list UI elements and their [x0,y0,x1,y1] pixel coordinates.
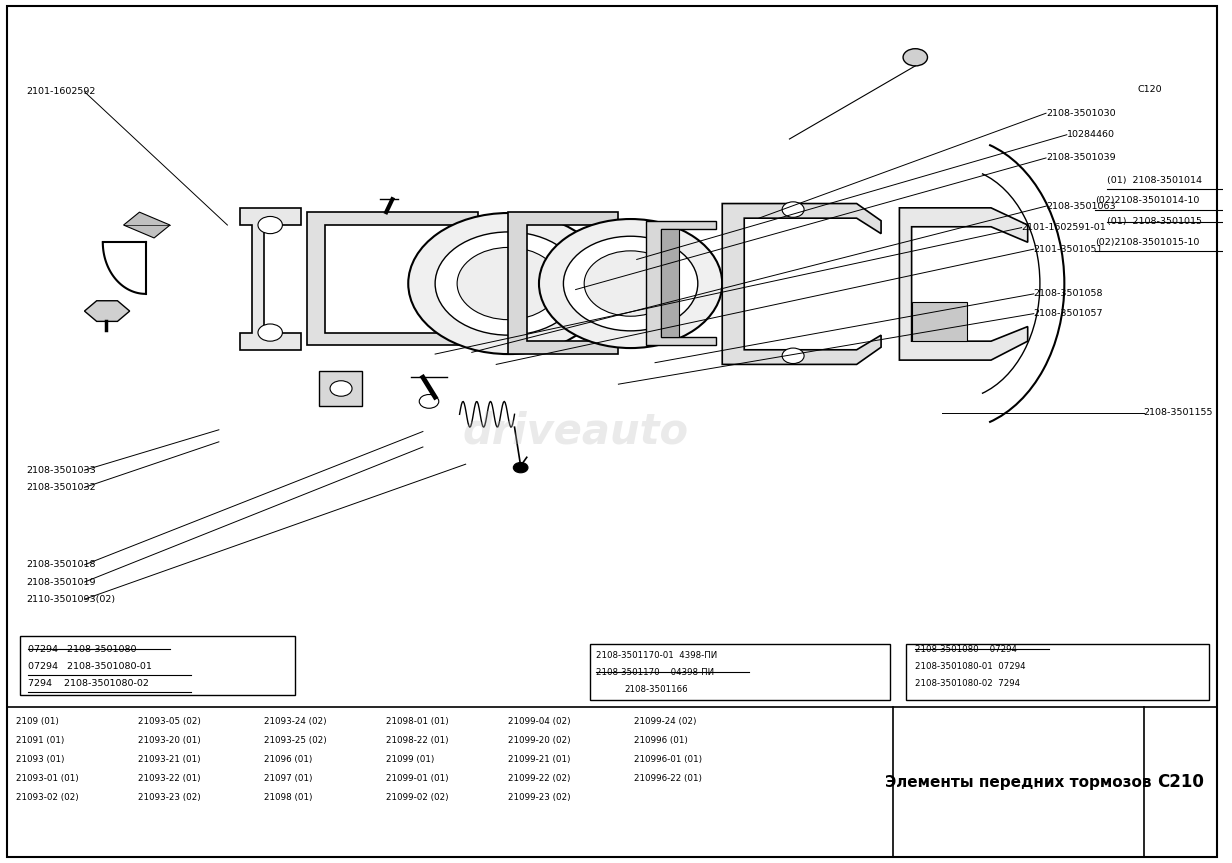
Circle shape [419,394,439,408]
Text: 21099-20 (02): 21099-20 (02) [509,736,572,745]
Text: 07294   2108-3501080: 07294 2108-3501080 [28,645,137,653]
Text: 21099-23 (02): 21099-23 (02) [509,792,572,802]
Text: 21099-04 (02): 21099-04 (02) [509,717,572,726]
Polygon shape [662,230,680,337]
Polygon shape [307,212,478,345]
Text: 2108-3501063: 2108-3501063 [1046,202,1116,211]
Text: 2108-3501080-02  7294: 2108-3501080-02 7294 [915,679,1020,688]
Text: 2108-3501170    04398-ПИ: 2108-3501170 04398-ПИ [596,668,715,677]
Text: 2108-3501080    07294: 2108-3501080 07294 [915,645,1018,653]
Text: 21098-01 (01): 21098-01 (01) [387,717,448,726]
Text: С120: С120 [1137,85,1162,93]
Text: 2108-3501058: 2108-3501058 [1034,289,1104,299]
Text: 21093-02 (02): 21093-02 (02) [16,792,79,802]
Circle shape [782,348,804,363]
Text: 2109 (01): 2109 (01) [16,717,59,726]
Polygon shape [509,212,618,354]
Text: 21093-24 (02): 21093-24 (02) [264,717,326,726]
Text: 21098 (01): 21098 (01) [264,792,313,802]
Bar [906,644,1209,700]
Text: 21093-21 (01): 21093-21 (01) [138,755,201,764]
Bar [20,636,294,695]
Text: 2108-3501033: 2108-3501033 [26,466,96,475]
Text: 2110-3501093(02): 2110-3501093(02) [26,595,115,604]
Circle shape [514,463,529,473]
Text: 2108-3501039: 2108-3501039 [1046,154,1116,162]
Text: 21093-20 (01): 21093-20 (01) [138,736,201,745]
Circle shape [257,217,282,234]
Text: 21093-23 (02): 21093-23 (02) [138,792,201,802]
Text: (01)  2108-3501014: (01) 2108-3501014 [1108,176,1202,185]
Text: 21099 (01): 21099 (01) [387,755,435,764]
Circle shape [584,251,678,316]
Text: 21099-21 (01): 21099-21 (01) [509,755,570,764]
Text: 21093 (01): 21093 (01) [16,755,64,764]
Text: 2101-1602592: 2101-1602592 [26,87,95,96]
Polygon shape [319,371,362,406]
Text: 7294    2108-3501080-02: 7294 2108-3501080-02 [28,679,149,688]
Polygon shape [647,221,716,345]
Circle shape [903,48,928,66]
Text: 2108-3501019: 2108-3501019 [26,577,95,587]
Polygon shape [912,302,967,341]
Polygon shape [722,204,881,364]
Text: 21099-02 (02): 21099-02 (02) [387,792,448,802]
Text: 21099-01 (01): 21099-01 (01) [387,773,448,783]
Text: (01)  2108-3501015: (01) 2108-3501015 [1108,217,1202,226]
Circle shape [563,236,697,331]
Text: 21099-24 (02): 21099-24 (02) [634,717,697,726]
Circle shape [330,381,352,396]
Text: 10284460: 10284460 [1067,130,1115,139]
Circle shape [435,232,582,335]
Polygon shape [123,212,170,238]
Circle shape [457,248,559,319]
Text: 210996 (01): 210996 (01) [634,736,689,745]
Circle shape [408,213,609,354]
Text: 2101-3501051: 2101-3501051 [1034,244,1104,254]
Text: 21098-22 (01): 21098-22 (01) [387,736,448,745]
Polygon shape [240,208,301,350]
Text: driveauto: driveauto [462,411,689,452]
Text: 2101-1602591-01: 2101-1602591-01 [1021,224,1106,232]
Circle shape [257,324,282,341]
Text: 21099-22 (02): 21099-22 (02) [509,773,570,783]
Text: 2108-3501018: 2108-3501018 [26,560,95,570]
Text: 21093-01 (01): 21093-01 (01) [16,773,79,783]
Polygon shape [85,300,129,321]
Text: 21096 (01): 21096 (01) [264,755,313,764]
Text: 2108-3501080-01  07294: 2108-3501080-01 07294 [915,662,1026,671]
Bar [590,644,890,700]
Text: 2108-3501030: 2108-3501030 [1046,109,1116,117]
Text: 210996-01 (01): 210996-01 (01) [634,755,702,764]
Text: 210996-22 (01): 210996-22 (01) [634,773,702,783]
Text: (02)2108-3501014-10: (02)2108-3501014-10 [1095,197,1199,205]
Text: 2108-3501170-01  4398-ПИ: 2108-3501170-01 4398-ПИ [596,651,718,659]
Text: С210: С210 [1157,773,1204,791]
Text: 21093-05 (02): 21093-05 (02) [138,717,201,726]
Text: Элементы передних тормозов: Элементы передних тормозов [885,775,1151,790]
Text: 21091 (01): 21091 (01) [16,736,64,745]
Text: (02)2108-3501015-10: (02)2108-3501015-10 [1095,237,1199,247]
Text: 21093-22 (01): 21093-22 (01) [138,773,201,783]
Text: 2108-3501166: 2108-3501166 [625,685,689,694]
Polygon shape [899,208,1027,360]
Circle shape [538,219,722,348]
Circle shape [782,202,804,217]
Text: 2108-3501032: 2108-3501032 [26,483,95,492]
Text: 21093-25 (02): 21093-25 (02) [264,736,326,745]
Text: 2108-3501057: 2108-3501057 [1034,309,1104,318]
Text: 21097 (01): 21097 (01) [264,773,313,783]
Text: 07294   2108-3501080-01: 07294 2108-3501080-01 [28,662,152,671]
Text: 2108-3501155: 2108-3501155 [1143,408,1214,417]
